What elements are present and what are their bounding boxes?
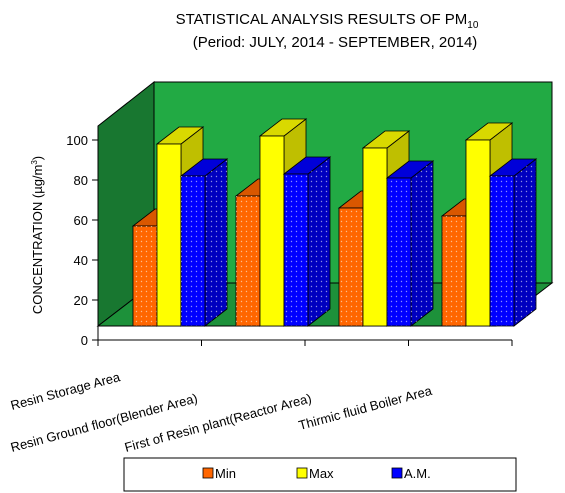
chart-title: STATISTICAL ANALYSIS RESULTS OF PM10 bbox=[176, 11, 479, 31]
bar-am-0 bbox=[179, 158, 229, 327]
y-tick-label: 0 bbox=[81, 333, 88, 348]
bars bbox=[131, 118, 538, 327]
legend-box bbox=[123, 457, 517, 492]
y-tick-label: 20 bbox=[74, 293, 88, 308]
ylabel-superscript: 3 bbox=[30, 160, 39, 165]
legend-label: Max bbox=[309, 466, 334, 481]
category-label: Thirmic fluid Boiler Area bbox=[297, 383, 434, 433]
legend-label: Min bbox=[215, 466, 236, 481]
y-tick-label: 40 bbox=[74, 253, 88, 268]
legend-swatch bbox=[391, 467, 403, 479]
bar-am-2 bbox=[385, 160, 435, 327]
legend-label: A.M. bbox=[404, 466, 431, 481]
y-axis-label: CONCENTRATION (µg/m3) bbox=[30, 156, 45, 314]
title-subscript: 10 bbox=[467, 20, 479, 31]
chart-subtitle: (Period: JULY, 2014 - SEPTEMBER, 2014) bbox=[193, 34, 478, 51]
legend-swatch bbox=[296, 467, 308, 479]
bar-am-1 bbox=[282, 156, 332, 327]
ylabel-suffix: ) bbox=[30, 156, 45, 160]
y-tick-label: 80 bbox=[74, 173, 88, 188]
x-ticks bbox=[97, 340, 513, 346]
y-tick-label: 100 bbox=[66, 133, 88, 148]
legend: Min Max A.M. bbox=[202, 466, 431, 481]
legend-swatch bbox=[202, 467, 214, 479]
category-label: Resin Storage Area bbox=[9, 369, 123, 413]
category-label: First of Resin plant(Reactor Area) bbox=[123, 390, 313, 454]
bar-am-3 bbox=[488, 158, 538, 327]
y-tick-label: 60 bbox=[74, 213, 88, 228]
y-ticks: 0 20 40 60 80 100 bbox=[66, 133, 98, 348]
